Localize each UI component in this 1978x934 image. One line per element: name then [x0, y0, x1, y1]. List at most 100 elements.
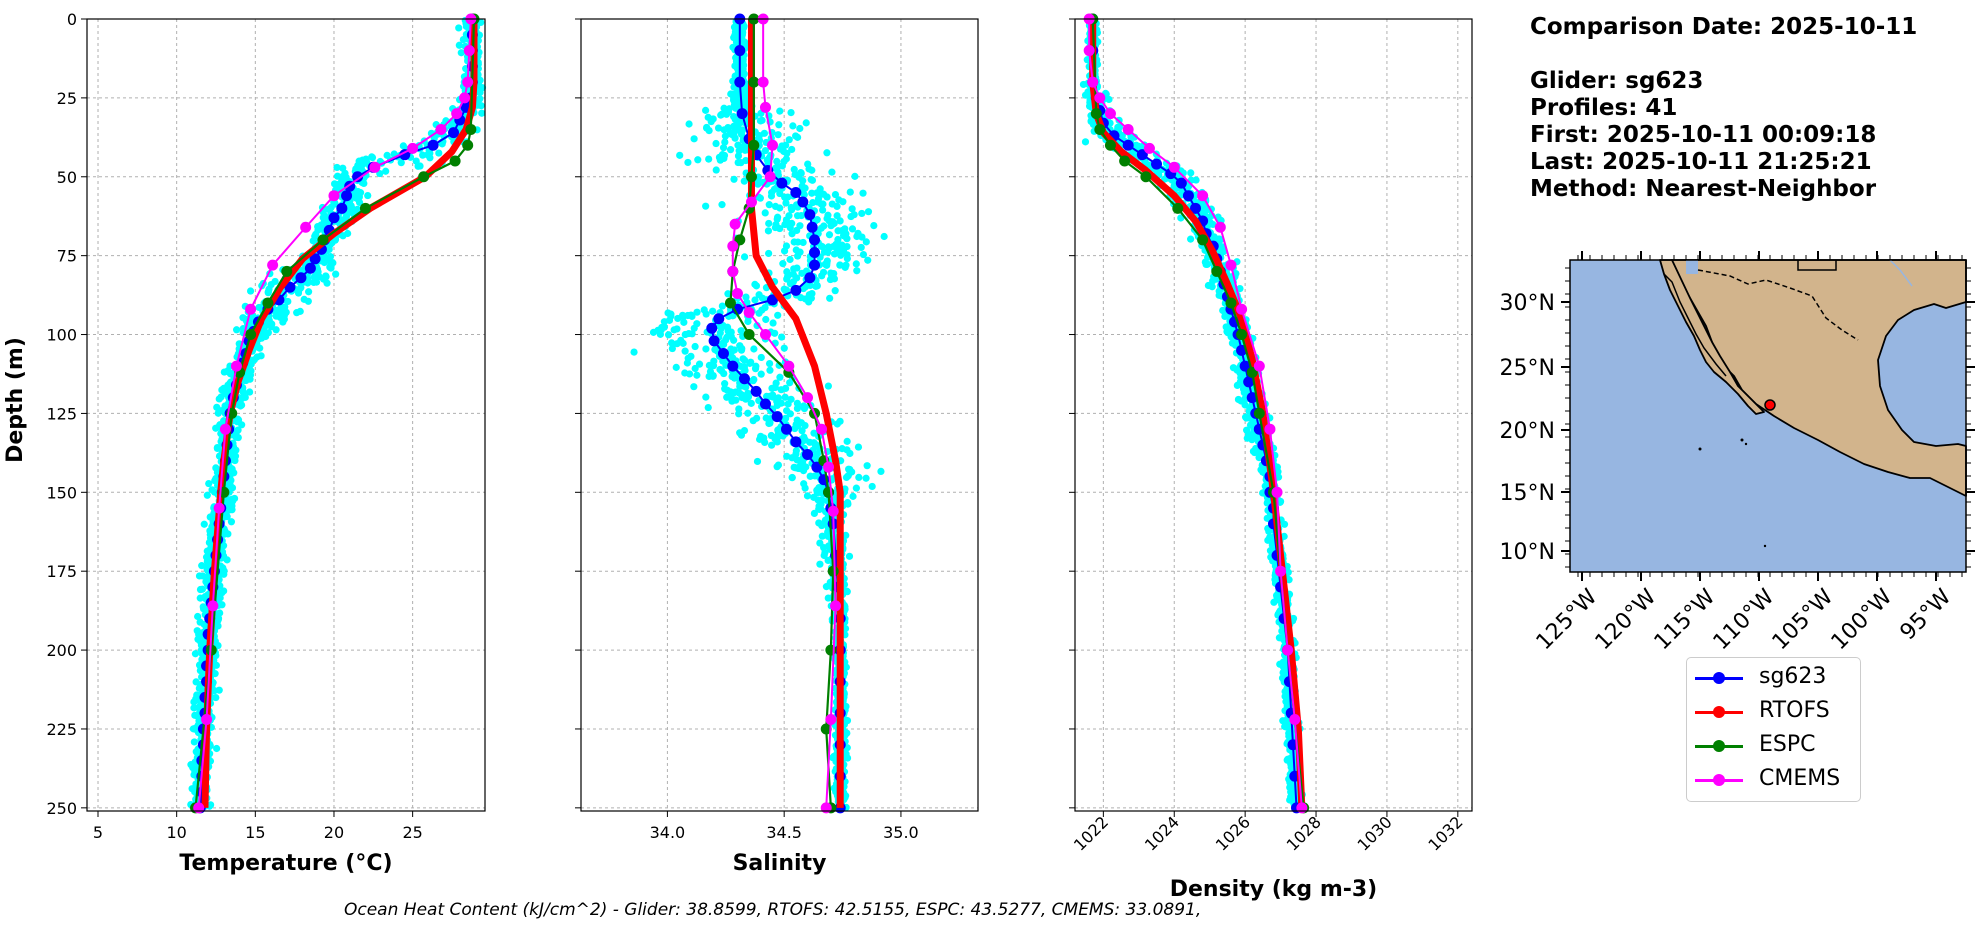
y-tick-label: 100 [46, 326, 77, 345]
observation-point [724, 124, 732, 132]
observation-point [842, 233, 850, 241]
observation-point [776, 373, 784, 381]
observation-point [231, 452, 240, 460]
observation-point [246, 388, 254, 396]
observation-point [332, 270, 340, 278]
espc-marker [281, 265, 293, 277]
observation-point [457, 49, 465, 57]
observation-point [805, 298, 813, 306]
cmems-marker [451, 108, 463, 120]
observation-point [721, 132, 730, 140]
cmems-marker [201, 713, 213, 725]
observation-point [823, 259, 831, 267]
observation-point [297, 283, 305, 292]
observation-point [844, 472, 852, 480]
observation-point [774, 131, 782, 139]
cmems-marker [207, 600, 219, 612]
observation-point [726, 146, 735, 154]
observation-point [765, 201, 773, 209]
observation-point [758, 306, 766, 314]
cmems-marker [727, 240, 739, 252]
observation-point [813, 281, 821, 290]
observation-point [855, 473, 863, 482]
cmems-marker [745, 196, 757, 208]
observation-point [864, 208, 873, 216]
observation-point [684, 158, 692, 167]
observation-point [216, 609, 224, 617]
cmems-marker [783, 360, 795, 372]
observation-point [727, 388, 735, 396]
observation-point [783, 268, 791, 276]
observation-point [790, 165, 798, 174]
observation-point [234, 433, 242, 442]
observation-point [684, 354, 692, 362]
observation-point [227, 518, 236, 526]
x-tick-label: 10 [166, 823, 186, 842]
observation-point [455, 24, 463, 32]
observation-point [807, 175, 815, 184]
cmems-marker [757, 76, 769, 88]
observation-point [752, 282, 761, 290]
observation-point [690, 135, 698, 143]
cmems-marker [727, 265, 739, 277]
observation-point [199, 572, 207, 580]
sg623-marker [706, 322, 718, 334]
observation-point [215, 395, 223, 403]
observation-point [778, 162, 786, 170]
sg623-marker [802, 448, 814, 460]
observation-point [765, 219, 773, 228]
observation-point [793, 212, 802, 220]
observation-point [435, 149, 443, 157]
observation-point [757, 370, 765, 378]
observation-point [720, 340, 728, 348]
observation-point [664, 331, 673, 339]
observation-point [852, 484, 860, 492]
observation-point [749, 377, 757, 385]
observation-point [758, 116, 766, 124]
observation-point [712, 139, 720, 148]
sg623-marker [336, 202, 348, 214]
observation-point [676, 151, 684, 159]
observation-point [754, 180, 762, 188]
observation-point [476, 88, 484, 97]
observation-point [264, 329, 272, 337]
observation-point [766, 366, 774, 374]
observation-point [788, 219, 796, 227]
observation-point [426, 154, 434, 162]
observation-point [688, 312, 696, 320]
observation-point [789, 122, 797, 130]
observation-point [764, 227, 773, 235]
cmems-marker [759, 329, 771, 341]
x-tick-label: 15 [245, 823, 265, 842]
observation-point [208, 523, 216, 531]
observation-point [265, 316, 273, 324]
observation-point [767, 431, 775, 440]
observation-point [740, 426, 749, 435]
observation-point [191, 766, 199, 774]
observation-point [767, 192, 776, 200]
observation-point [813, 486, 821, 494]
sg623-marker [809, 246, 821, 258]
sg623-marker [708, 335, 720, 347]
observation-point [757, 353, 765, 362]
observation-point [740, 143, 748, 151]
y-tick-label: 250 [46, 799, 77, 818]
observation-point [681, 347, 689, 355]
observation-point [667, 310, 675, 318]
observation-point [262, 322, 270, 330]
cmems-marker [759, 101, 771, 113]
observation-point [326, 263, 334, 271]
observation-point [749, 417, 757, 425]
observation-point [740, 253, 749, 261]
observation-point [858, 209, 866, 218]
observation-point [793, 274, 801, 282]
observation-point [765, 359, 774, 368]
observation-point [718, 302, 726, 310]
observation-point [712, 166, 720, 174]
observation-point [771, 223, 780, 232]
observation-point [823, 193, 831, 201]
observation-point [293, 309, 301, 317]
observation-point [816, 504, 824, 512]
observation-point [702, 106, 710, 114]
